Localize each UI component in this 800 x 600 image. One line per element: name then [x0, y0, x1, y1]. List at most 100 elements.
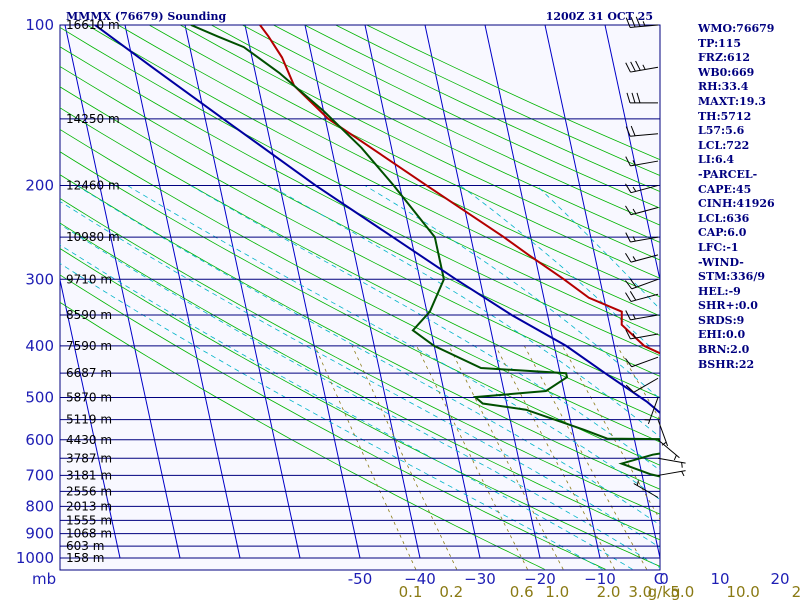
height-label: 2556 m [66, 484, 112, 498]
wind-barb-staff [631, 356, 659, 368]
sounding-indices: WMO:76679 TP:115 FRZ:612 WB0:669 RH:33.4 MAXT… [698, 22, 775, 372]
valid-time: 1200Z 31 OCT 25 [546, 10, 653, 23]
isotherm-line [364, 25, 481, 559]
parcel-line [94, 25, 660, 415]
wind-barb [625, 183, 659, 194]
index-item: EHI:0.0 [698, 328, 746, 342]
height-label: 8590 m [66, 308, 112, 322]
height-label: 9710 m [66, 272, 112, 286]
wind-barb [644, 397, 659, 425]
moist-adiabat-line [364, 185, 660, 400]
mixing-ratio-line [416, 345, 528, 570]
wind-barb [625, 60, 659, 73]
wind-barb-half-feather [632, 236, 636, 242]
height-label: 12460 m [66, 178, 120, 192]
wind-barbs [625, 16, 686, 498]
wind-barb [625, 310, 659, 321]
index-item: MAXT:19.3 [698, 94, 766, 108]
wind-barb-staff [633, 483, 659, 498]
wind-barb [625, 253, 659, 263]
index-item: -PARCEL- [698, 167, 758, 181]
wind-barb-feather [629, 291, 637, 301]
index-item: CAP:6.0 [698, 226, 747, 240]
wind-barb-feather [631, 92, 636, 104]
isotherm-line [785, 25, 800, 558]
plot-background [59, 24, 661, 571]
height-label: 7590 m [66, 339, 112, 353]
wind-barb-half-feather [681, 471, 685, 477]
pressure-axis-label: mb [32, 570, 56, 588]
wind-barb-feather [625, 232, 631, 243]
isotherm-line [544, 25, 660, 559]
index-item: STM:336/9 [698, 270, 765, 284]
moist-adiabat-line [76, 185, 660, 526]
wind-barb [657, 419, 669, 447]
moist-adiabat-line [459, 185, 660, 357]
mixing-ratio-label: 0.6 [510, 583, 534, 600]
height-label: 1555 m [66, 513, 112, 527]
wind-barb-half-feather [632, 314, 636, 320]
moist-adiabat-line [60, 223, 660, 569]
wind-barb-half-feather [642, 21, 646, 27]
pressure-tick-label: 600 [25, 431, 54, 449]
mixing-ratio-label: 0.1 [399, 583, 423, 600]
dry-adiabat-line [60, 174, 660, 490]
temperature-tick-label: -50 [348, 570, 373, 588]
wind-barb [657, 439, 680, 461]
height-label: 2013 m [66, 499, 112, 513]
mixing-ratio-label: 5.0 [670, 583, 694, 600]
mixing-ratio-line [314, 345, 417, 570]
wind-barb-feather [625, 205, 632, 216]
wind-barb [625, 356, 659, 368]
wind-barb-half-feather [661, 441, 667, 446]
wind-barb [625, 377, 659, 393]
pressure-tick-label: 100 [25, 16, 54, 34]
wind-barb-feather [625, 17, 631, 28]
wind-barb-half-feather [632, 186, 637, 192]
height-label: 16610 m [66, 18, 120, 32]
wind-barb [625, 329, 659, 340]
wind-barb-feather [636, 92, 641, 104]
dry-adiabat-line [60, 197, 660, 515]
temperature-tick-label: 0 [659, 570, 669, 588]
dry-adiabat-line [60, 274, 606, 570]
pressure-tick-label: 900 [25, 525, 54, 543]
mixing-ratio-line [562, 345, 660, 521]
mixing-ratio-line [495, 345, 616, 570]
dry-adiabat-line [60, 128, 660, 443]
wind-barb-feather [625, 358, 633, 368]
grid-lines [60, 25, 800, 570]
wind-barb-feather [635, 60, 641, 71]
wind-barb-feather [625, 62, 631, 73]
isotherm-line [184, 25, 301, 559]
height-label: 158 m [66, 551, 104, 565]
index-item: LCL:636 [698, 211, 750, 225]
height-label: 10980 m [66, 230, 120, 244]
pressure-tick-label: 1000 [16, 549, 54, 567]
wind-barb [625, 205, 659, 216]
wind-barb-feather [625, 292, 632, 302]
wind-barb [625, 278, 659, 290]
wind-barb [657, 470, 686, 477]
dry-adiabat-line [180, 25, 660, 261]
dry-adiabat-line [117, 25, 660, 298]
wind-barb-staff [657, 457, 686, 464]
index-item: BRN:2.0 [698, 343, 750, 357]
wind-barb-staff [633, 377, 659, 393]
index-item: FRZ:612 [698, 51, 751, 65]
wind-barb-feather [625, 183, 632, 193]
height-label: 5119 m [66, 413, 112, 427]
wind-barb-half-feather [681, 462, 683, 468]
temperature-tick-label: −40 [404, 570, 436, 588]
isotherm-line [124, 25, 241, 559]
dry-adiabat-line [60, 46, 660, 357]
isotherm-line [604, 25, 660, 283]
mixing-ratio-label: 2.0 [597, 583, 621, 600]
dewpoint-line [190, 25, 660, 478]
wind-barb-feather [625, 126, 631, 137]
temperature-tick-label: −30 [464, 570, 496, 588]
wind-barb [626, 92, 658, 104]
wind-barb [625, 232, 659, 243]
wind-barb-feather [626, 92, 631, 104]
